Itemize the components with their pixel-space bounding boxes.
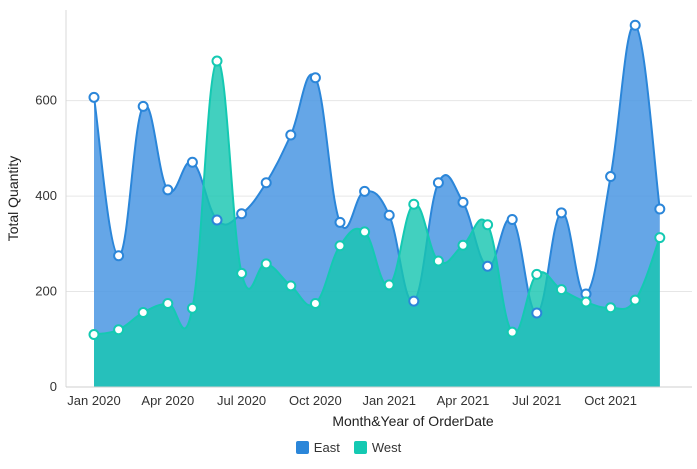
series-areas [93, 24, 661, 388]
point-west[interactable] [629, 294, 641, 306]
point-west[interactable] [580, 296, 592, 308]
y-tick-label: 0 [50, 379, 57, 394]
tick-labels: 0 200 400 600 Jan 2020 Apr 2020 Jul 2020 Oct 20… [35, 93, 637, 408]
point-east[interactable] [654, 203, 666, 215]
x-tick-label: Jul 2020 [217, 393, 266, 408]
x-tick-label: Oct 2021 [584, 393, 637, 408]
point-west[interactable] [555, 284, 567, 296]
point-east[interactable] [605, 171, 617, 183]
legend-item-west[interactable]: West [353, 440, 402, 455]
point-west[interactable] [113, 324, 125, 336]
point-east[interactable] [334, 216, 346, 228]
point-east[interactable] [186, 156, 198, 168]
point-west[interactable] [260, 258, 272, 270]
point-west[interactable] [211, 55, 223, 67]
point-east[interactable] [285, 129, 297, 141]
point-east[interactable] [482, 260, 494, 272]
point-west[interactable] [334, 240, 346, 252]
point-east[interactable] [359, 185, 371, 197]
x-tick-label: Jan 2020 [67, 393, 121, 408]
y-tick-label: 400 [35, 188, 57, 203]
point-west[interactable] [506, 326, 518, 338]
legend: East West [0, 440, 697, 455]
legend-item-east[interactable]: East [295, 440, 340, 455]
point-west[interactable] [285, 280, 297, 292]
legend-label: East [313, 440, 340, 455]
area-west [94, 60, 660, 388]
point-east[interactable] [457, 196, 469, 208]
x-tick-label: Jul 2021 [512, 393, 561, 408]
point-west[interactable] [88, 329, 100, 341]
point-west[interactable] [383, 279, 395, 291]
legend-swatch [295, 441, 309, 454]
point-west[interactable] [432, 255, 444, 267]
point-east[interactable] [555, 207, 567, 219]
point-east[interactable] [137, 100, 149, 112]
legend-swatch [353, 441, 367, 454]
point-west[interactable] [654, 232, 666, 244]
x-tick-label: Apr 2021 [437, 393, 490, 408]
point-east[interactable] [88, 91, 100, 103]
point-east[interactable] [211, 214, 223, 226]
point-west[interactable] [531, 268, 543, 280]
point-west[interactable] [457, 239, 469, 251]
y-axis-title: Total Quantity [5, 156, 21, 242]
axes [65, 10, 692, 388]
series-points [88, 19, 666, 341]
point-east[interactable] [113, 250, 125, 262]
legend-label: West [371, 440, 402, 455]
point-west[interactable] [605, 302, 617, 314]
point-east[interactable] [531, 307, 543, 319]
x-tick-label: Apr 2020 [141, 393, 194, 408]
point-east[interactable] [432, 177, 444, 189]
x-tick-label: Oct 2020 [289, 393, 342, 408]
point-east[interactable] [629, 19, 641, 31]
point-west[interactable] [309, 297, 321, 309]
point-east[interactable] [236, 208, 248, 220]
x-axis-title: Month&Year of OrderDate [332, 413, 494, 429]
point-east[interactable] [383, 209, 395, 221]
point-east[interactable] [408, 295, 420, 307]
point-east[interactable] [309, 72, 321, 84]
point-west[interactable] [162, 297, 174, 309]
point-east[interactable] [506, 213, 518, 225]
y-tick-label: 600 [35, 93, 57, 108]
point-west[interactable] [408, 198, 420, 210]
point-west[interactable] [359, 226, 371, 238]
point-west[interactable] [137, 307, 149, 319]
x-tick-label: Jan 2021 [362, 393, 416, 408]
y-tick-label: 200 [35, 284, 57, 299]
point-east[interactable] [162, 184, 174, 196]
point-west[interactable] [482, 219, 494, 231]
point-west[interactable] [236, 267, 248, 279]
point-west[interactable] [186, 302, 198, 314]
point-east[interactable] [260, 177, 272, 189]
